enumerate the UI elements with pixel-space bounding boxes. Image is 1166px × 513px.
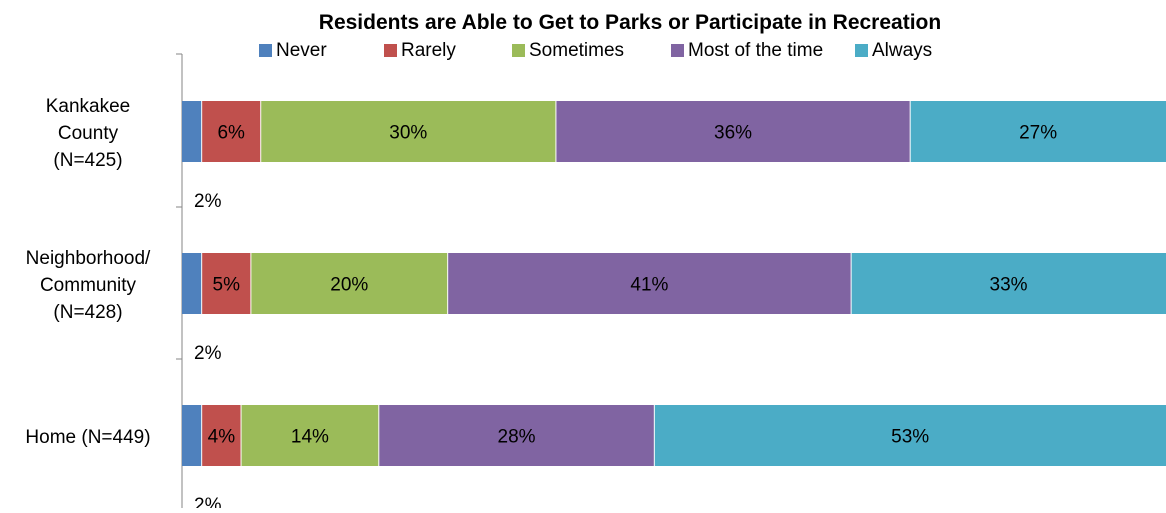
data-label: 28%: [498, 427, 536, 448]
category-label: Community: [40, 275, 137, 296]
bar-segment: [201, 101, 261, 162]
bar-segment: [910, 101, 1166, 162]
legend-label: Rarely: [401, 40, 456, 61]
category-label: Kankakee: [46, 96, 131, 117]
data-label: 36%: [714, 123, 752, 144]
data-label: 27%: [1019, 123, 1057, 144]
bar-segment: [260, 101, 556, 162]
bar-segment: [378, 405, 655, 466]
legend: Never Rarely Sometimes Most of the time Alwa…: [259, 40, 932, 61]
bar-segment: [182, 405, 202, 466]
legend-swatch: [671, 44, 684, 57]
data-label: 2%: [194, 343, 222, 364]
data-label: 30%: [389, 123, 427, 144]
legend-swatch: [855, 44, 868, 57]
category-label: Home (N=449): [25, 427, 150, 448]
data-label: 33%: [990, 275, 1028, 296]
legend-label: Most of the time: [688, 40, 823, 61]
bar-segment: [447, 253, 852, 314]
category-label: (N=428): [53, 302, 122, 323]
bar-segment: [851, 253, 1166, 314]
data-label: 53%: [891, 427, 929, 448]
legend-swatch: [259, 44, 272, 57]
data-label: 20%: [330, 275, 368, 296]
data-label: 2%: [194, 495, 222, 508]
legend-label: Sometimes: [529, 40, 624, 61]
data-label: 2%: [194, 191, 222, 212]
legend-swatch: [384, 44, 397, 57]
legend-label: Never: [276, 40, 327, 61]
bars: 2% 6% 30% 36% 27% 2% 5% 20% 41% 33% 2% 4% 14% 28% 53%: [182, 101, 1166, 513]
data-label: 41%: [630, 275, 668, 296]
legend-swatch: [512, 44, 525, 57]
data-label: 4%: [208, 427, 236, 448]
bar-segment: [654, 405, 1166, 466]
chart-title: Residents are Able to Get to Parks or Pa…: [319, 11, 941, 34]
bar-segment: [250, 253, 448, 314]
bar-segment: [241, 405, 379, 466]
bar-segment: [182, 101, 202, 162]
category-labels: Kankakee County (N=425) Neighborhood/Commun…: [25, 96, 151, 448]
bar-segment: [201, 253, 251, 314]
category-label: County: [58, 123, 119, 144]
data-label: 5%: [213, 275, 241, 296]
category-label: (N=425): [53, 150, 122, 171]
legend-label: Always: [872, 40, 932, 61]
y-axis: [176, 53, 183, 508]
category-label: Neighborhood/: [26, 248, 151, 269]
bar-segment: [182, 253, 202, 314]
data-label: 14%: [291, 427, 329, 448]
data-label: 6%: [217, 123, 245, 144]
bar-segment: [201, 405, 242, 466]
bar-segment: [555, 101, 911, 162]
